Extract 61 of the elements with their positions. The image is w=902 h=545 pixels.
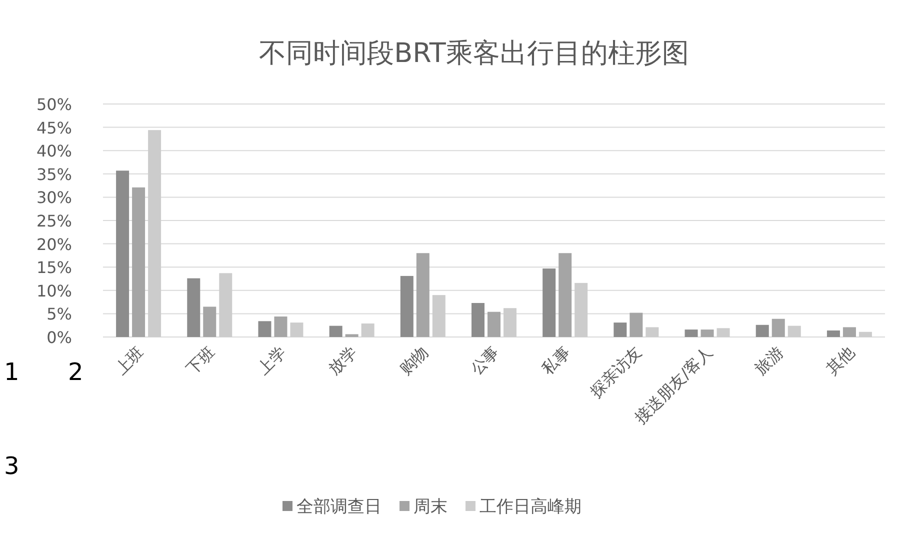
bar [488,312,500,337]
bar [558,253,572,337]
bar [187,278,200,337]
bar [716,328,730,337]
bar [400,276,414,337]
y-tick-label: 35% [36,164,72,184]
bar [361,323,374,337]
bar [416,253,430,337]
bar [858,332,872,337]
bar [219,273,232,337]
bar [756,324,769,337]
bar [542,268,556,337]
y-tick-label: 20% [36,234,72,254]
x-tick-label: 公事 [466,342,503,378]
bar [203,306,216,337]
y-tick-label: 5% [46,304,72,324]
bar [432,295,446,337]
y-tick-label: 30% [36,188,72,208]
bar [290,322,304,337]
bar [646,327,659,337]
bar [148,130,162,337]
y-tick-label: 25% [36,212,72,230]
x-tick-label: 旅游 [751,342,788,378]
bar [684,330,698,337]
legend-label: 周末 [414,497,448,517]
text: 1 [4,358,20,386]
legend-label: 工作日高峰期 [480,497,582,517]
y-tick-label: 10% [36,281,72,300]
bar [258,321,272,337]
bar [116,170,130,337]
bar [132,187,146,337]
x-tick-label: 下班 [182,342,218,378]
y-tick-label: 15% [36,258,72,278]
bar [345,334,358,337]
bar [842,327,856,337]
y-tick-label: 40% [36,142,72,161]
x-tick-label: 上班 [111,342,148,378]
y-tick-label: 45% [36,118,72,138]
bar [788,326,801,337]
bar [574,282,588,337]
x-tick-label: 其他 [822,342,858,378]
chart-title: 不同时间段BRT乘客出行目的柱形图 [259,38,689,69]
legend-label: 全部调查日 [296,497,382,517]
y-tick-label: 0% [46,328,72,347]
bar [472,302,484,337]
x-tick-label: 上学 [253,342,290,378]
x-tick-label: 放学 [324,342,361,378]
bar [826,330,840,337]
bar [274,316,288,337]
text: 3 [4,452,20,480]
bar [700,330,714,337]
bar [630,312,643,337]
bar [614,322,627,337]
bar [329,326,342,337]
x-tick-label: 购物 [396,342,432,378]
bar [504,308,516,337]
text: 2 [68,358,84,386]
x-tick-label: 探亲访友 [586,342,646,402]
y-tick-label: 50% [36,95,72,114]
x-tick-label: 私事 [538,342,574,378]
bar [772,318,785,337]
